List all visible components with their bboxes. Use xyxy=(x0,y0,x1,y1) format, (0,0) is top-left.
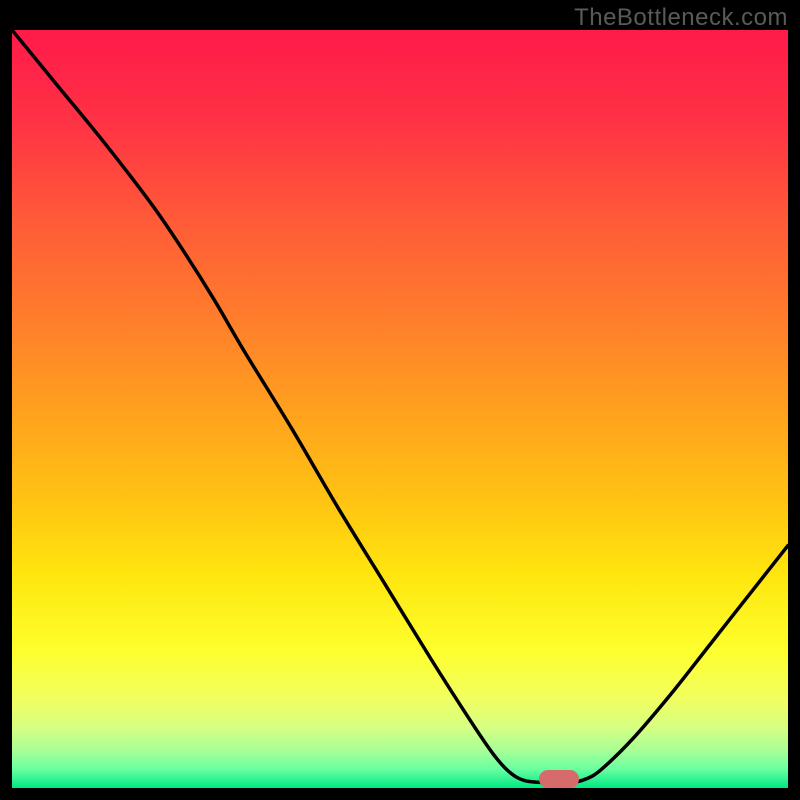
optimum-marker xyxy=(539,770,579,788)
chart-container: TheBottleneck.com xyxy=(0,0,800,800)
bottleneck-curve xyxy=(12,30,788,788)
plot-area xyxy=(12,30,788,788)
watermark-text: TheBottleneck.com xyxy=(574,4,788,32)
